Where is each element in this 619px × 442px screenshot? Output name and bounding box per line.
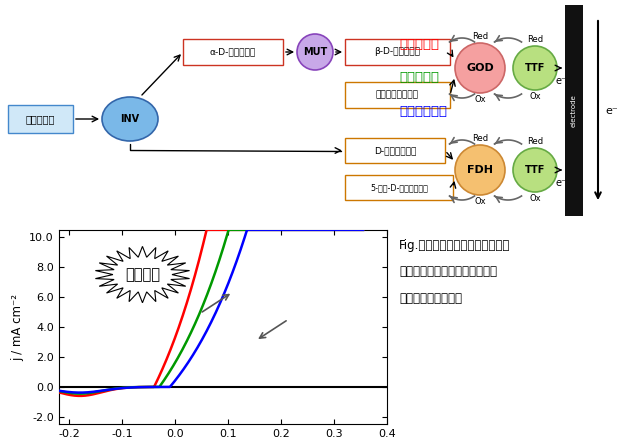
Text: Ox: Ox [529,194,541,203]
Text: Fig.（上）バイオアノード上での: Fig.（上）バイオアノード上での [399,239,511,251]
Text: D-フルクトース: D-フルクトース [374,146,416,155]
Text: GOD: GOD [466,63,494,73]
Text: 酵素反応スキーム，（下）各種: 酵素反応スキーム，（下）各種 [399,265,497,278]
Text: 糖に対する電流応答: 糖に対する電流応答 [399,292,462,305]
Text: e⁻: e⁻ [555,76,566,86]
Text: スクロース: スクロース [399,71,439,84]
Polygon shape [95,246,189,303]
Text: Ox: Ox [474,197,486,206]
Text: Red: Red [472,32,488,41]
Text: α-D-グルコース: α-D-グルコース [210,47,256,57]
Text: TTF: TTF [525,165,545,175]
Text: β-D-グルコース: β-D-グルコース [374,47,420,57]
Text: Red: Red [527,137,543,146]
Text: スクロース: スクロース [26,114,55,124]
Text: electrode: electrode [571,95,577,127]
Text: FDH: FDH [467,165,493,175]
FancyBboxPatch shape [183,39,283,65]
Bar [565,5,583,216]
Text: Red: Red [472,134,488,143]
Circle shape [297,34,333,70]
Text: Ox: Ox [474,95,486,104]
Circle shape [455,145,505,195]
Text: Red: Red [527,35,543,44]
Circle shape [455,43,505,93]
FancyBboxPatch shape [8,105,73,133]
Text: 5-ケト-D-フルクトース: 5-ケト-D-フルクトース [370,183,428,192]
FancyBboxPatch shape [345,39,450,65]
FancyBboxPatch shape [345,175,453,200]
Y-axis label: j / mA cm⁻²: j / mA cm⁻² [11,293,24,361]
Ellipse shape [102,97,158,141]
Text: INV: INV [121,114,139,124]
FancyBboxPatch shape [345,82,450,108]
Text: グルコノラクトン: グルコノラクトン [376,91,419,99]
FancyBboxPatch shape [345,138,445,163]
Text: e⁻: e⁻ [605,106,618,116]
Circle shape [513,46,557,90]
Text: グルコース: グルコース [399,38,439,50]
Text: TTF: TTF [525,63,545,73]
Text: 酸化電流: 酸化電流 [125,267,160,282]
Text: MUT: MUT [303,47,327,57]
Text: e⁻: e⁻ [555,178,566,188]
Text: フルクトース: フルクトース [399,105,448,118]
Text: Ox: Ox [529,92,541,101]
Circle shape [513,148,557,192]
